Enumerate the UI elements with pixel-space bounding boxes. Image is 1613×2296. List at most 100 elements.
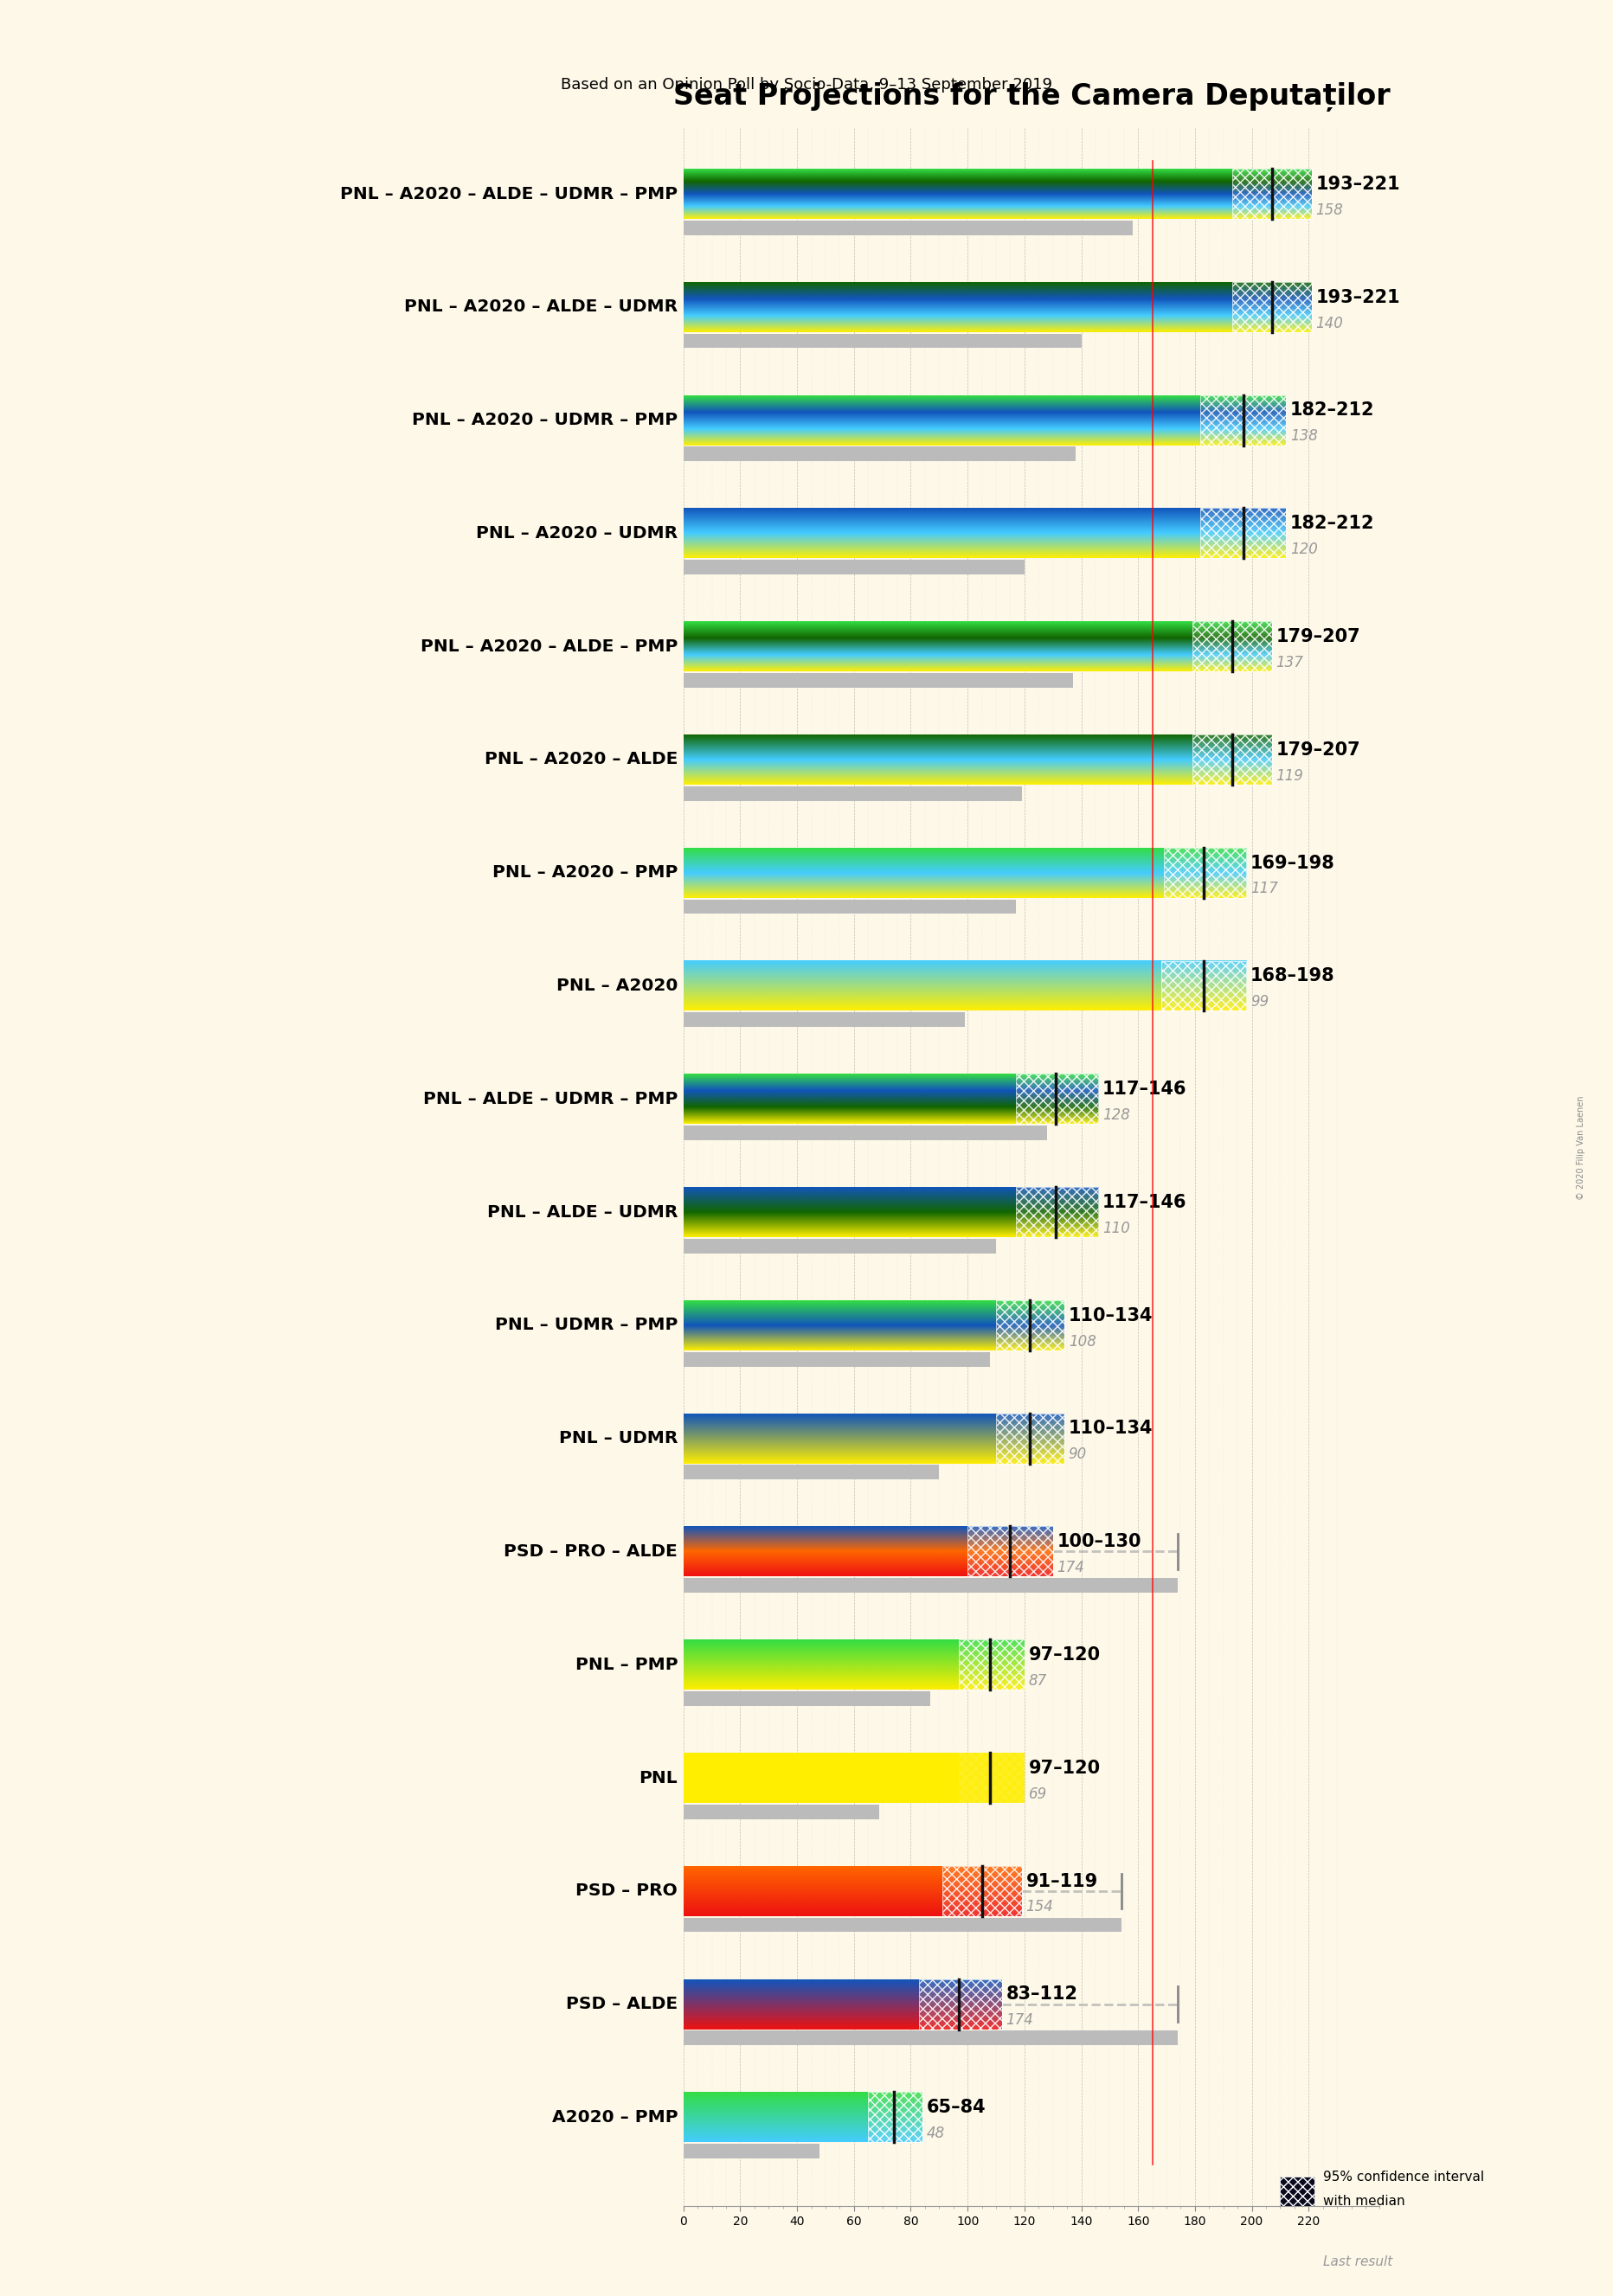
Text: Last result: Last result [1323, 2255, 1392, 2268]
Text: PNL – A2020 – UDMR – PMP: PNL – A2020 – UDMR – PMP [411, 411, 677, 429]
Bar [868, 2092, 923, 2142]
Text: 174: 174 [1007, 2014, 1034, 2027]
Text: PNL – PMP: PNL – PMP [576, 1655, 677, 1674]
Bar [684, 1577, 1177, 1593]
Text: 169–198: 169–198 [1250, 854, 1336, 872]
Bar [1192, 622, 1271, 670]
Bar [1163, 847, 1247, 898]
Bar [684, 785, 1021, 801]
Text: 48: 48 [926, 2126, 945, 2142]
Text: 140: 140 [1316, 315, 1344, 331]
Bar [684, 333, 1081, 349]
Bar [995, 1414, 1065, 1463]
Text: A2020 – PMP: A2020 – PMP [552, 2110, 677, 2126]
Text: PNL – A2020 – ALDE – PMP: PNL – A2020 – ALDE – PMP [421, 638, 677, 654]
Text: 179–207: 179–207 [1276, 629, 1360, 645]
Text: 120: 120 [1290, 542, 1318, 558]
Bar [960, 1639, 1024, 1690]
Text: 100–130: 100–130 [1057, 1534, 1142, 1550]
Text: 83–112: 83–112 [1007, 1986, 1077, 2002]
Text: 110–134: 110–134 [1068, 1306, 1153, 1325]
Bar [1200, 507, 1286, 558]
Bar [1232, 282, 1311, 333]
Bar [684, 2030, 1177, 2046]
Title: Seat Projections for the Camera Deputaților: Seat Projections for the Camera Deputați… [673, 83, 1390, 110]
Text: 108: 108 [1068, 1334, 1097, 1350]
Text: 138: 138 [1290, 429, 1318, 443]
Bar [684, 1240, 995, 1254]
Bar [684, 1352, 990, 1366]
Bar [1232, 170, 1311, 218]
Text: 193–221: 193–221 [1316, 289, 1400, 305]
Bar [684, 560, 1024, 574]
Text: 117: 117 [1250, 882, 1277, 898]
Text: PNL – ALDE – UDMR: PNL – ALDE – UDMR [487, 1203, 677, 1221]
Text: 182–212: 182–212 [1290, 514, 1374, 533]
Bar [995, 1300, 1065, 1350]
Text: 90: 90 [1068, 1446, 1087, 1463]
Text: 95% confidence interval: 95% confidence interval [1323, 2170, 1484, 2183]
Text: PSD – PRO: PSD – PRO [576, 1883, 677, 1899]
Text: 91–119: 91–119 [1026, 1874, 1098, 1890]
Bar [1192, 735, 1271, 785]
Text: Based on an Opinion Poll by Socio-Data, 9–13 September 2019: Based on an Opinion Poll by Socio-Data, … [561, 78, 1052, 92]
Bar [684, 1692, 931, 1706]
Bar [1161, 960, 1247, 1010]
Text: 128: 128 [1103, 1107, 1131, 1123]
Bar [960, 1752, 1024, 1802]
Text: 87: 87 [1029, 1674, 1047, 1688]
Text: 182–212: 182–212 [1290, 402, 1374, 420]
Text: 110–134: 110–134 [1068, 1419, 1153, 1437]
Text: PNL – UDMR – PMP: PNL – UDMR – PMP [495, 1318, 677, 1334]
Bar [684, 1805, 879, 1818]
Text: 65–84: 65–84 [926, 2099, 986, 2117]
Bar [684, 2144, 819, 2158]
Bar [942, 1867, 1021, 1915]
Text: 179–207: 179–207 [1276, 742, 1360, 758]
Text: PNL – A2020 – ALDE: PNL – A2020 – ALDE [484, 751, 677, 767]
Bar [684, 448, 1076, 461]
Bar [684, 1465, 939, 1479]
Text: 99: 99 [1250, 994, 1269, 1010]
Bar [684, 1917, 1121, 1933]
Text: PSD – ALDE: PSD – ALDE [566, 1995, 677, 2011]
Bar [684, 1125, 1047, 1141]
Text: 119: 119 [1276, 767, 1303, 783]
Bar [1016, 1187, 1098, 1238]
Text: 154: 154 [1026, 1899, 1053, 1915]
Text: with median: with median [1323, 2195, 1405, 2209]
Bar [684, 220, 1132, 234]
Bar [684, 1752, 960, 1802]
Text: 168–198: 168–198 [1250, 967, 1336, 985]
Text: PNL – ALDE – UDMR – PMP: PNL – ALDE – UDMR – PMP [423, 1091, 677, 1107]
Text: 97–120: 97–120 [1029, 1646, 1100, 1665]
Text: 97–120: 97–120 [1029, 1759, 1100, 1777]
Text: 158: 158 [1316, 202, 1344, 218]
Text: PNL – A2020 – UDMR: PNL – A2020 – UDMR [476, 526, 677, 542]
Text: 69: 69 [1029, 1786, 1047, 1802]
Text: 174: 174 [1057, 1559, 1084, 1575]
Text: PNL: PNL [639, 1770, 677, 1786]
Bar [1016, 1075, 1098, 1125]
Bar [968, 1527, 1053, 1577]
Bar [684, 673, 1073, 687]
Text: 137: 137 [1276, 654, 1303, 670]
Bar [919, 1979, 1002, 2030]
Bar [1200, 395, 1286, 445]
Text: PNL – A2020 – ALDE – UDMR – PMP: PNL – A2020 – ALDE – UDMR – PMP [340, 186, 677, 202]
Text: PNL – UDMR: PNL – UDMR [558, 1430, 677, 1446]
Text: 110: 110 [1103, 1221, 1131, 1235]
Text: PNL – A2020: PNL – A2020 [556, 978, 677, 994]
Text: 117–146: 117–146 [1103, 1081, 1187, 1097]
Bar [960, 1752, 1024, 1802]
Text: PNL – A2020 – ALDE – UDMR: PNL – A2020 – ALDE – UDMR [405, 298, 677, 315]
Bar [1281, 2177, 1315, 2234]
Bar [1281, 2266, 1315, 2282]
Text: PNL – A2020 – PMP: PNL – A2020 – PMP [492, 866, 677, 882]
Text: © 2020 Filip Van Laenen: © 2020 Filip Van Laenen [1576, 1095, 1586, 1201]
Text: 117–146: 117–146 [1103, 1194, 1187, 1210]
Text: PSD – PRO – ALDE: PSD – PRO – ALDE [503, 1543, 677, 1559]
Text: 193–221: 193–221 [1316, 174, 1400, 193]
Bar [684, 900, 1016, 914]
Bar [684, 1013, 965, 1026]
